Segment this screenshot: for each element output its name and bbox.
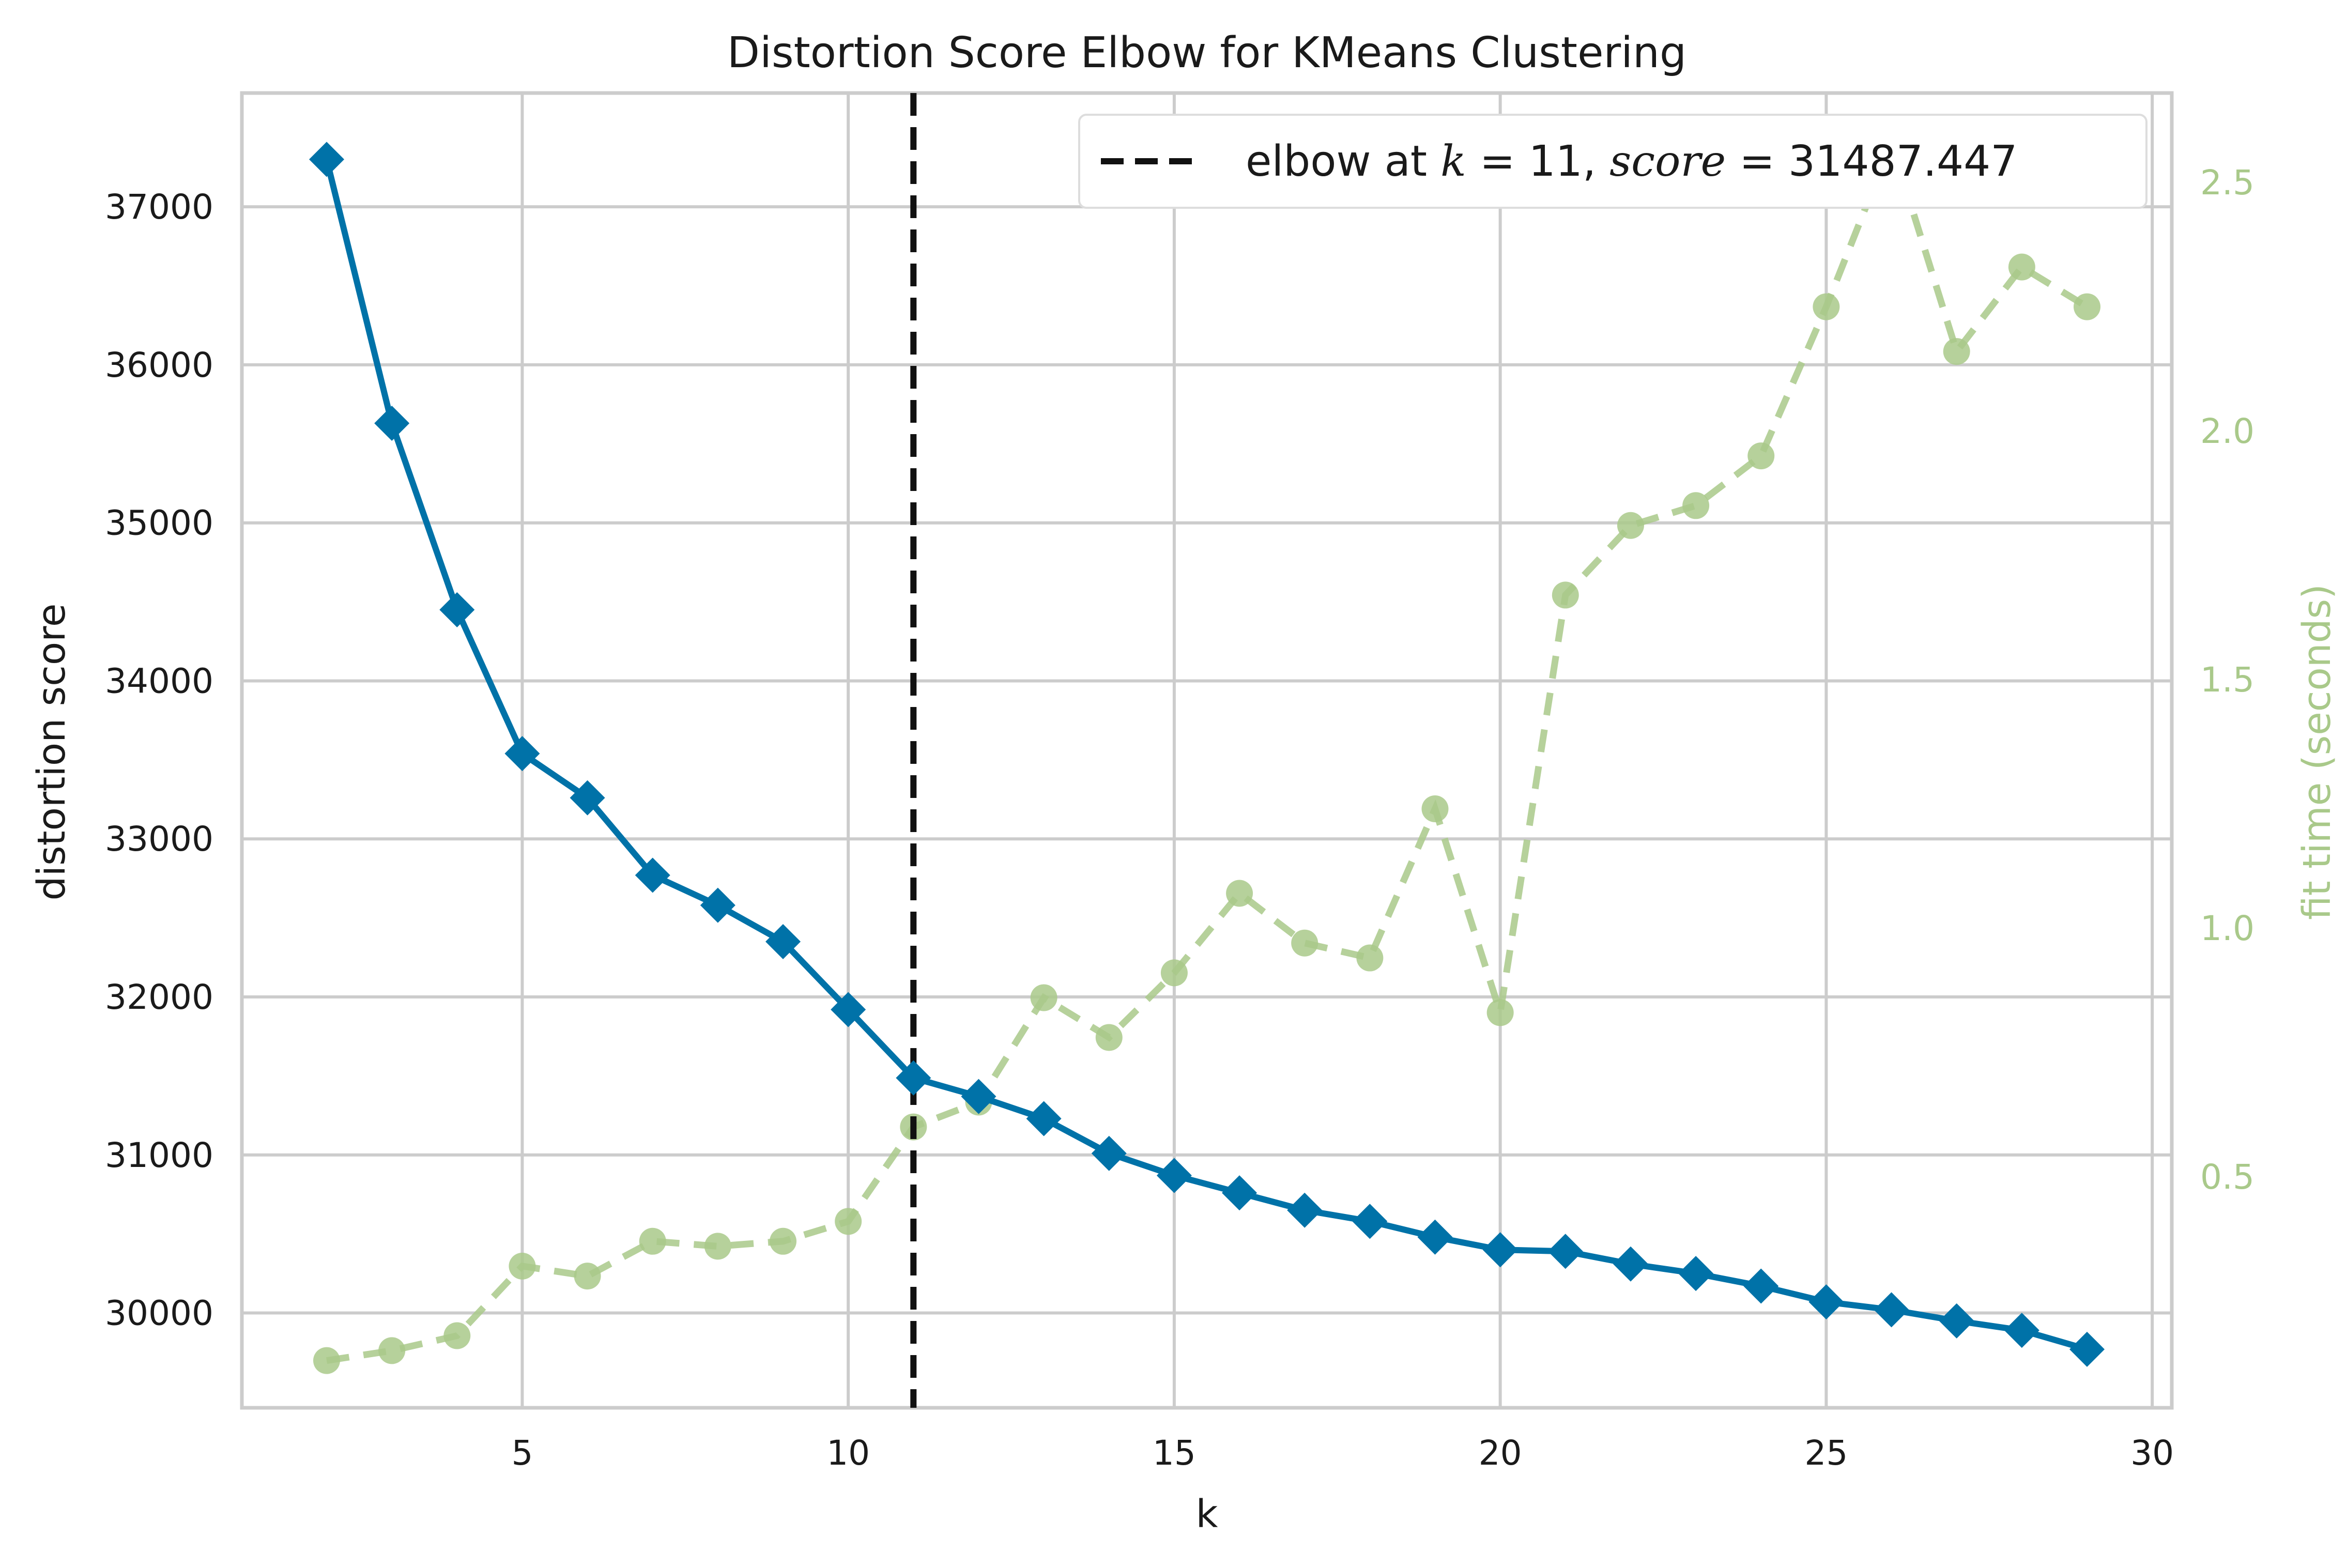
- fit-time-point: [770, 1227, 797, 1255]
- fit-time-point: [1421, 795, 1449, 823]
- y2-tick-label: 1.5: [2200, 660, 2254, 700]
- y-tick-label: 34000: [105, 661, 213, 701]
- distortion-point: [635, 857, 670, 893]
- fit-time-point: [639, 1227, 666, 1255]
- fit-time-point: [2074, 293, 2101, 320]
- y-tick-label: 32000: [105, 977, 213, 1017]
- distortion-point: [309, 142, 344, 177]
- fit-time-point: [574, 1263, 601, 1290]
- x-tick-label: 20: [1479, 1433, 1522, 1473]
- fit-time-point: [313, 1347, 340, 1374]
- y-tick-label: 30000: [105, 1294, 213, 1333]
- distortion-point: [1939, 1303, 1974, 1339]
- y-tick-label: 36000: [105, 345, 213, 385]
- distortion-point: [1091, 1135, 1127, 1171]
- distortion-point: [1613, 1246, 1648, 1282]
- x-tick-label: 15: [1153, 1433, 1196, 1473]
- fit-time-point: [1747, 442, 1775, 470]
- y-tick-label: 37000: [105, 187, 213, 227]
- distortion-point: [1678, 1256, 1714, 1292]
- distortion-point: [831, 992, 866, 1027]
- x-tick-label: 10: [826, 1433, 870, 1473]
- distortion-point: [1482, 1232, 1518, 1268]
- fit-time-point: [378, 1337, 406, 1364]
- distortion-point: [1874, 1292, 1909, 1328]
- series-layer: [309, 93, 2105, 1408]
- distortion-point: [700, 887, 735, 923]
- fit-time-point: [1943, 338, 1970, 365]
- distortion-point: [504, 736, 540, 772]
- ticks: 5 10 15 20 25 30 30000 31000 32000 33000 34000 3500…: [105, 163, 2254, 1473]
- distortion-point: [2004, 1313, 2039, 1348]
- fit-time-point: [1552, 581, 1579, 609]
- x-tick-label: 5: [511, 1433, 533, 1473]
- distortion-point: [961, 1079, 996, 1114]
- distortion-point: [1222, 1175, 1257, 1211]
- legend-score-symbol: score: [1609, 137, 1726, 186]
- chart-title: Distortion Score Elbow for KMeans Cluste…: [727, 28, 1686, 78]
- y2-tick-label: 1.0: [2200, 909, 2254, 948]
- legend-label: elbow at k = 11, score = 31487.447: [1246, 137, 2017, 186]
- y-tick-label: 35000: [105, 503, 213, 543]
- legend-score-expr: = 31487.447: [1726, 137, 2017, 186]
- distortion-point: [439, 592, 475, 627]
- fit-time-point: [1291, 929, 1318, 957]
- y2-tick-label: 0.5: [2200, 1157, 2254, 1197]
- y2-tick-label: 2.5: [2200, 163, 2254, 203]
- distortion-point: [1287, 1192, 1323, 1228]
- distortion-line: [324, 158, 2088, 1352]
- distortion-point: [1547, 1234, 1583, 1269]
- y2-tick-label: 2.0: [2200, 411, 2254, 451]
- legend: elbow at k = 11, score = 31487.447: [1078, 114, 2147, 209]
- distortion-point: [1743, 1268, 1779, 1304]
- fit-time-point: [1486, 999, 1514, 1026]
- legend-k-expr: = 11,: [1466, 137, 1609, 186]
- x-axis-label: k: [1196, 1492, 1218, 1536]
- y-tick-label: 33000: [105, 819, 213, 859]
- fit-time-point: [704, 1233, 731, 1260]
- y2-axis-label: fit time (seconds): [2295, 584, 2339, 920]
- distortion-point: [1026, 1101, 1062, 1136]
- fit-time-point: [1356, 944, 1384, 972]
- distortion-point: [1417, 1219, 1453, 1255]
- fit-time-point: [1160, 959, 1188, 987]
- x-tick-label: 25: [1804, 1433, 1848, 1473]
- y-axis-label: distortion score: [29, 604, 74, 901]
- fit-time-point: [1813, 293, 1840, 320]
- fit-time-point: [509, 1252, 536, 1280]
- plot-frame: [240, 91, 2174, 1410]
- fit-time-point: [1095, 1024, 1123, 1051]
- distortion-point: [1808, 1284, 1844, 1320]
- fit-time-point: [835, 1208, 862, 1235]
- fit-time-point: [2008, 253, 2035, 281]
- distortion-point: [1156, 1158, 1192, 1193]
- fit-time-point: [1226, 880, 1253, 907]
- legend-k-symbol: k: [1440, 137, 1466, 186]
- distortion-point: [896, 1060, 931, 1096]
- distortion-point: [1352, 1204, 1388, 1239]
- fit-time-line: [326, 132, 2089, 1364]
- fit-time-point: [443, 1322, 471, 1349]
- distortion-point: [374, 406, 410, 441]
- distortion-point: [2069, 1331, 2105, 1367]
- x-tick-label: 30: [2130, 1433, 2174, 1473]
- legend-prefix: elbow at: [1246, 137, 1440, 186]
- fit-time-point: [1617, 512, 1644, 539]
- distortion-point: [570, 780, 605, 816]
- y-tick-label: 31000: [105, 1135, 213, 1175]
- distortion-point: [765, 924, 801, 959]
- fit-time-point: [1682, 492, 1710, 519]
- fit-time-point: [1030, 984, 1057, 1011]
- legend-box: [1078, 114, 2147, 209]
